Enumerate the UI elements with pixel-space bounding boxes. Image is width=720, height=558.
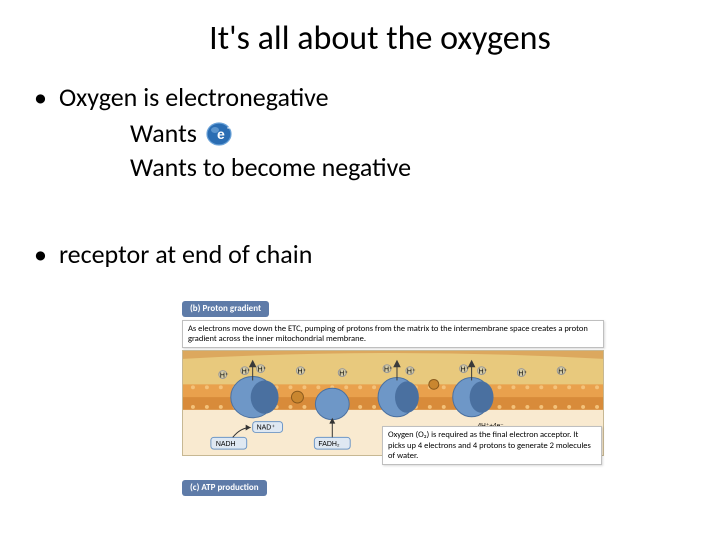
sub-line-1b: Wants to become negative: [34, 151, 720, 185]
svg-text:H⁺: H⁺: [220, 373, 229, 380]
sub-1b-text: Wants to become negative: [130, 151, 411, 185]
svg-text:–: –: [227, 122, 233, 134]
complex-I: [231, 377, 279, 418]
diagram-caption-top: As electrons move down the ETC, pumping …: [182, 320, 604, 348]
electron-icon: e –: [205, 121, 235, 147]
svg-text:H⁺: H⁺: [518, 371, 527, 378]
bullet-1-text: Oxygen is electronegative: [59, 81, 329, 115]
complex-II: [315, 389, 349, 420]
content-area: • Oxygen is electronegative Wants e – Wa…: [0, 81, 720, 499]
nadh-label: NADH: [216, 442, 236, 449]
svg-text:H⁺: H⁺: [339, 371, 348, 378]
bullet-1: • Oxygen is electronegative: [34, 81, 720, 115]
bullet-dot: •: [34, 81, 47, 115]
diagram-tab-top: (b) Proton gradient: [182, 301, 269, 317]
svg-text:H⁺: H⁺: [407, 369, 416, 376]
sub-line-1a: Wants e –: [34, 117, 720, 151]
nad-label: NAD⁺: [257, 425, 276, 432]
diagram-tab-bottom: (c) ATP production: [182, 480, 267, 496]
bullet-2: • receptor at end of chain: [34, 238, 720, 272]
svg-text:H⁺: H⁺: [258, 367, 267, 374]
svg-text:H⁺: H⁺: [479, 369, 488, 376]
fadh2-label: FADH₂: [318, 442, 340, 449]
svg-text:H⁺: H⁺: [297, 369, 306, 376]
svg-text:H⁺: H⁺: [384, 367, 393, 374]
page-title: It's all about the oxygens: [0, 18, 720, 59]
bullet-2-text: receptor at end of chain: [59, 238, 312, 272]
diagram-caption-bottom: Oxygen (O₂) is required as the final ele…: [382, 426, 602, 465]
svg-text:H⁺: H⁺: [461, 367, 470, 374]
proton-gradient-diagram: (b) Proton gradient As electrons move do…: [182, 286, 604, 499]
sub-1a-text: Wants: [130, 117, 197, 151]
svg-text:e: e: [217, 126, 225, 142]
svg-text:H⁺: H⁺: [558, 369, 567, 376]
svg-text:H⁺: H⁺: [242, 369, 251, 376]
bullet-dot: •: [34, 238, 47, 272]
